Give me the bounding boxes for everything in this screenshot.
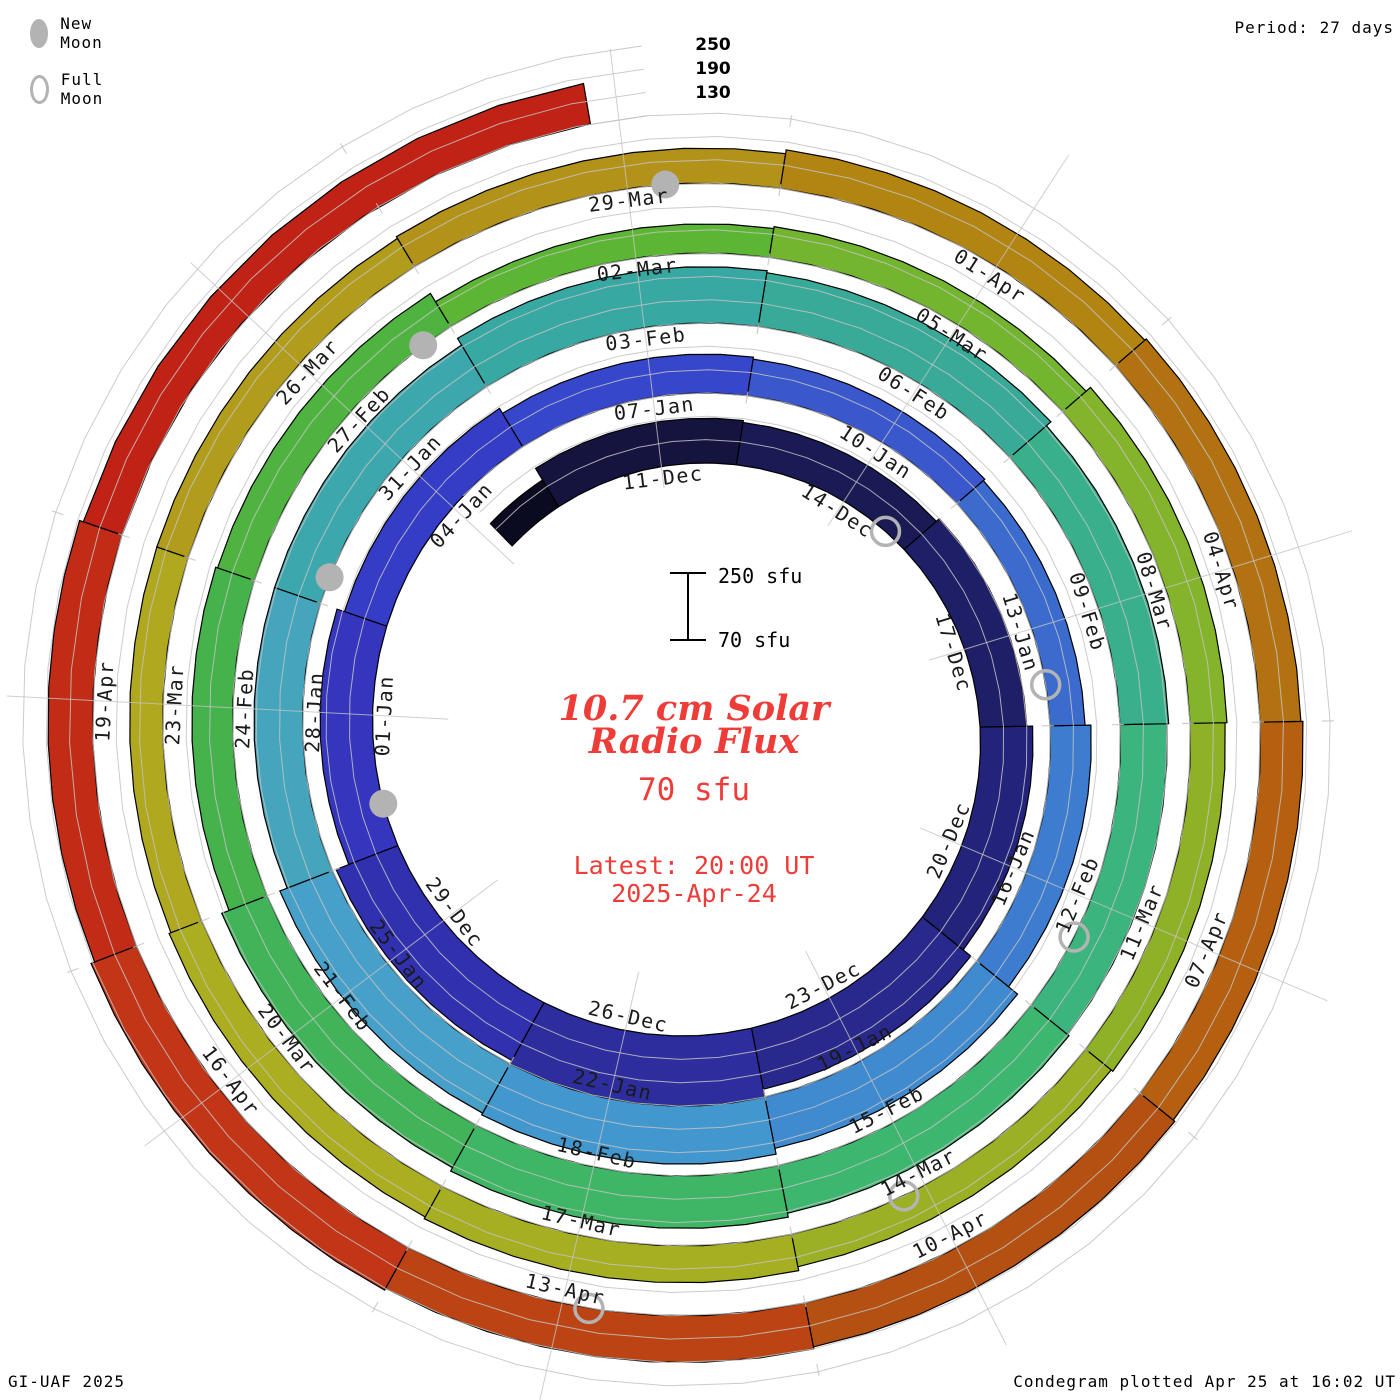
radial-tick-130: 130: [695, 83, 731, 103]
date-label-19-Apr: 19-Apr: [90, 660, 118, 742]
flux-segment-20-Dec: [921, 725, 1034, 951]
bin-edge-tick: [117, 533, 130, 539]
bin-edge-tick: [778, 184, 782, 197]
radial-line: [6, 695, 449, 720]
bin-edge-tick: [756, 322, 760, 335]
bin-edge-tick: [405, 1240, 413, 1252]
full-moon-marker-13-Apr: [573, 1292, 605, 1325]
gridline-190-sfu: [45, 68, 1308, 1364]
date-label-24-Feb: 24-Feb: [230, 667, 258, 749]
full-moon-marker-14-Mar: [888, 1180, 920, 1212]
bin-edge-tick: [1056, 408, 1066, 418]
bin-edge-tick: [507, 1056, 515, 1068]
scale-bar-bottom-cap: [670, 639, 706, 641]
flux-scale-bar: 250 sfu 70 sfu: [670, 564, 870, 652]
full-moon-icon: [30, 74, 49, 104]
legend-new-moon: New Moon: [30, 14, 114, 52]
radial-line: [609, 49, 665, 488]
bin-edge-tick: [439, 1179, 447, 1191]
gap-ticks: [51, 115, 1335, 1376]
radial-gridlines: [6, 49, 1353, 1400]
bin-edge-tick: [789, 115, 793, 127]
radial-tick-190: 190: [695, 59, 731, 79]
bin-edge-tick: [375, 202, 384, 214]
bin-edge-tick: [1161, 316, 1172, 326]
current-flux-value: 70 sfu: [638, 772, 750, 808]
latest-date: 2025-Apr-24: [611, 879, 777, 908]
bin-edge-tick: [1133, 1087, 1144, 1097]
new-moon-icon: [30, 18, 49, 48]
radial-line: [920, 827, 1328, 1002]
period-note: Period: 27 days: [1234, 18, 1394, 37]
legend-full-moon: Full Moon: [30, 70, 114, 108]
plotted-timestamp: Condegram plotted Apr 25 at 16:02 UT: [1013, 1372, 1396, 1391]
credit-text: GI-UAF 2025: [8, 1372, 125, 1391]
radial-line: [539, 971, 640, 1400]
radial-line: [929, 530, 1353, 661]
center-annotation: 10.7 cm Solar Radio Flux 70 sfu Latest: …: [494, 688, 894, 908]
moon-markers: [315, 170, 1090, 1325]
new-moon-marker-28-Feb: [409, 331, 438, 360]
bin-edge-tick: [767, 253, 771, 266]
date-label-23-Mar: 23-Mar: [160, 664, 188, 746]
bin-edge-tick: [816, 1363, 820, 1376]
full-moon-marker-13-Jan: [1029, 668, 1062, 701]
flux-segment-08-Dec: [489, 479, 560, 547]
bin-edge-tick: [745, 391, 749, 404]
bin-edge-tick: [1003, 454, 1014, 464]
bin-edge-tick: [328, 867, 341, 873]
legend-full-moon-label: Full Moon: [60, 70, 104, 108]
plot-title-line2: Radio Flux: [588, 721, 800, 762]
bin-edge-tick: [950, 500, 961, 510]
scale-bar-stem: [687, 573, 689, 639]
bin-edge-tick: [1109, 362, 1119, 372]
bin-edge-tick: [789, 1226, 793, 1239]
bin-edge-tick: [1187, 1131, 1198, 1141]
bin-edge-tick: [473, 1117, 481, 1129]
new-moon-marker-30-Dec: [369, 789, 398, 818]
bin-edge-tick: [339, 142, 347, 154]
bin-edge-tick: [776, 1157, 780, 1170]
bin-edge-tick: [67, 967, 79, 974]
gridline-130-sfu: [69, 92, 1284, 1340]
bin-edge-tick: [1079, 1043, 1090, 1053]
latest-time: Latest: 20:00 UT: [573, 851, 815, 880]
bin-edge-tick: [184, 555, 196, 561]
date-label-28-Jan: 28-Jan: [300, 671, 328, 753]
bin-edge-tick: [970, 955, 981, 965]
radial-line: [805, 950, 1007, 1346]
bin-edge-tick: [250, 578, 262, 584]
new-moon-marker-29-Mar: [651, 170, 680, 199]
date-label-01-Jan: 01-Jan: [370, 675, 398, 757]
radial-line: [190, 262, 515, 565]
bin-edge-tick: [51, 510, 64, 516]
radial-axis-labels: 250 190 130: [672, 33, 754, 105]
bin-edge-tick: [371, 1301, 379, 1313]
scale-bar-max-label: 250 sfu: [718, 564, 803, 588]
bin-edge-tick: [762, 1088, 767, 1101]
bin-edge-tick: [447, 322, 456, 334]
bin-edge-tick: [483, 382, 492, 394]
full-moon-marker-12-Feb: [1058, 921, 1090, 953]
bin-edge-tick: [263, 892, 275, 898]
bin-edge-tick: [197, 917, 210, 923]
full-moon-marker-15-Dec: [869, 515, 902, 548]
bin-edge-tick: [802, 1295, 807, 1308]
flux-segment-11-Dec: [534, 417, 744, 508]
bin-edge-tick: [1024, 999, 1035, 1009]
bin-edge-tick: [132, 942, 145, 949]
legend-new-moon-label: New Moon: [60, 14, 103, 52]
bin-edge-tick: [411, 262, 420, 274]
new-moon-marker-29-Jan: [315, 563, 344, 592]
radial-line: [827, 154, 1070, 526]
bin-edge-tick: [316, 601, 329, 607]
scale-bar-min-label: 70 sfu: [718, 628, 791, 652]
plot-title-line1: 10.7 cm Solar: [558, 688, 830, 729]
radial-tick-250: 250: [695, 35, 731, 55]
flux-segment-22-Apr: [82, 82, 592, 536]
radial-line: [144, 879, 498, 1147]
